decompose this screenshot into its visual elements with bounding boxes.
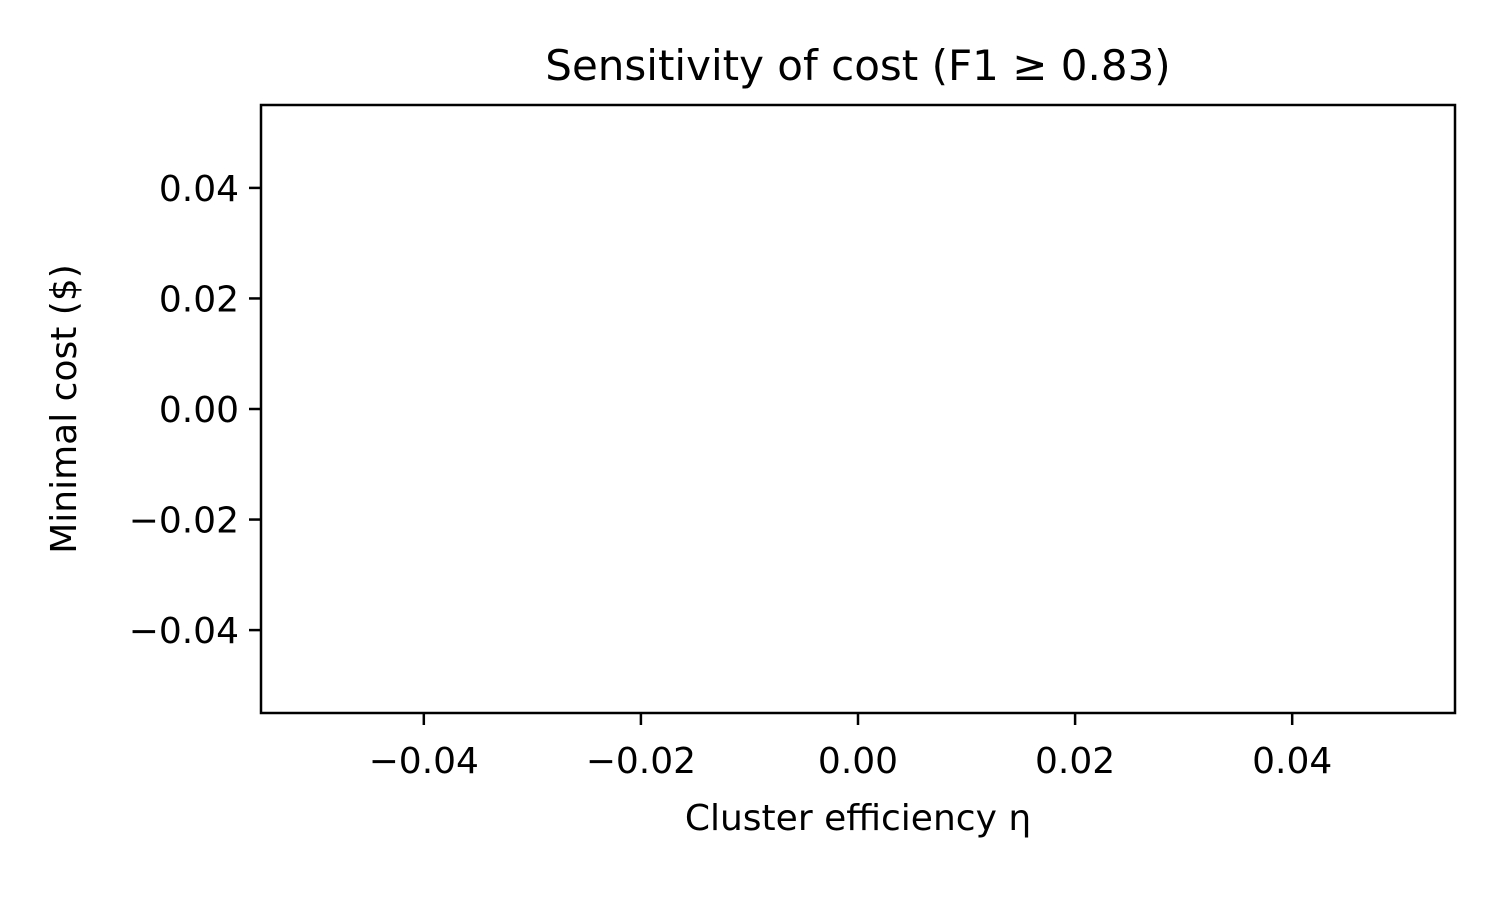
- x-tick-label: −0.04: [369, 741, 479, 782]
- y-tick-label: 0.04: [159, 169, 239, 210]
- y-axis-ticks: −0.04 −0.02 0.00 0.02 0.04: [129, 169, 261, 652]
- y-tick-label: 0.02: [159, 279, 239, 320]
- x-tick-label: 0.04: [1252, 741, 1332, 782]
- y-tick-label: −0.02: [129, 501, 239, 542]
- x-tick-label: −0.02: [586, 741, 696, 782]
- x-tick-label: 0.02: [1035, 741, 1115, 782]
- chart-title: Sensitivity of cost (F1 ≥ 0.83): [545, 41, 1170, 90]
- y-tick-label: 0.00: [159, 390, 239, 431]
- y-axis-label: Minimal cost ($): [44, 264, 85, 554]
- x-axis-ticks: −0.04 −0.02 0.00 0.02 0.04: [369, 713, 1332, 782]
- x-axis-label: Cluster efficiency η: [685, 798, 1031, 839]
- plot-area-frame: [259, 103, 1457, 715]
- y-tick-label: −0.04: [129, 611, 239, 652]
- x-tick-label: 0.00: [818, 741, 898, 782]
